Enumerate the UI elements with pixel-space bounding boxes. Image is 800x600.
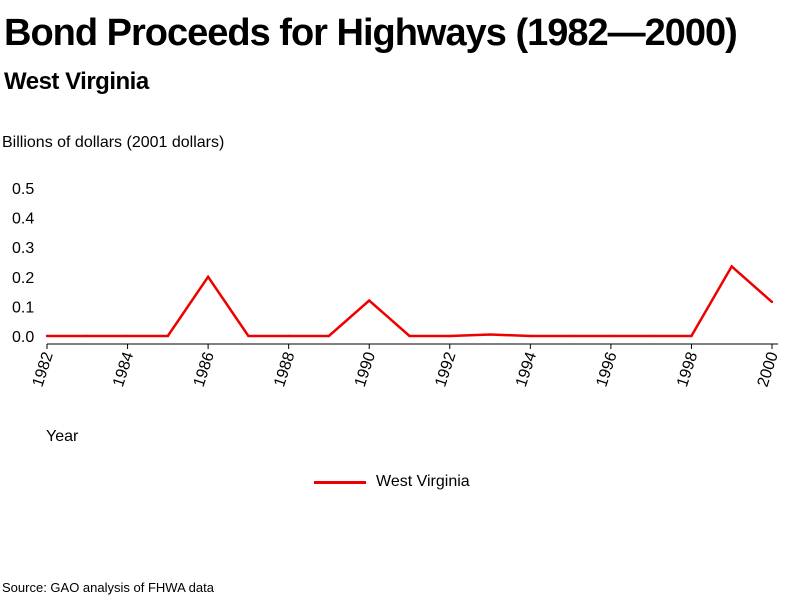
y-tick-label: 0.5 <box>12 181 34 198</box>
y-axis-label: Billions of dollars (2001 dollars) <box>2 134 225 151</box>
series-group <box>45 264 774 338</box>
data-point <box>488 333 492 336</box>
x-tick-label: 1986 <box>191 350 218 389</box>
y-tick-label: 0.2 <box>12 270 34 287</box>
chart-title: Bond Proceeds for Highways (1982—2000) <box>4 12 738 54</box>
data-point <box>86 334 89 338</box>
y-tick-label: 0.4 <box>12 211 34 228</box>
data-point <box>529 334 532 338</box>
x-tick-label: 1996 <box>594 350 621 389</box>
data-point <box>368 299 371 302</box>
legend: West Virginia <box>314 472 470 492</box>
series-line-west-virginia <box>47 264 773 338</box>
data-point <box>126 334 129 338</box>
data-point <box>247 334 250 338</box>
x-tick-label: 2000 <box>755 350 782 389</box>
x-tick-label: 1994 <box>513 350 540 389</box>
data-point <box>770 300 774 304</box>
data-point <box>408 334 411 338</box>
data-point <box>448 334 451 338</box>
y-tick-label: 0.3 <box>12 240 34 257</box>
data-point <box>609 334 613 338</box>
data-point <box>730 265 733 268</box>
legend-swatch <box>314 480 366 484</box>
x-tick-label: 1984 <box>110 350 137 389</box>
data-point <box>166 334 170 338</box>
data-point <box>45 334 49 338</box>
data-point <box>206 275 210 278</box>
chart-subtitle: West Virginia <box>4 68 149 95</box>
x-axis-ticks: 1982 1984 1986 1988 1990 1992 1994 1996 1998 2000 <box>30 344 782 389</box>
x-tick-label: 1992 <box>432 350 459 389</box>
data-point <box>649 334 653 338</box>
y-axis-ticks: 0.0 0.1 0.2 0.3 0.4 0.5 <box>12 181 34 346</box>
data-point <box>287 334 290 338</box>
x-tick-label: 1990 <box>352 350 379 389</box>
x-tick-label: 1988 <box>271 350 298 389</box>
y-tick-label: 0.1 <box>12 299 34 316</box>
data-point <box>327 334 331 338</box>
data-point <box>690 334 693 338</box>
y-tick-label: 0.0 <box>12 329 34 346</box>
legend-label: West Virginia <box>376 473 470 490</box>
x-tick-label: 1998 <box>674 350 701 389</box>
data-point <box>569 334 572 338</box>
x-axis-label: Year <box>46 428 79 445</box>
x-tick-label: 1982 <box>30 350 57 389</box>
source-note: Source: GAO analysis of FHWA data <box>2 580 214 595</box>
